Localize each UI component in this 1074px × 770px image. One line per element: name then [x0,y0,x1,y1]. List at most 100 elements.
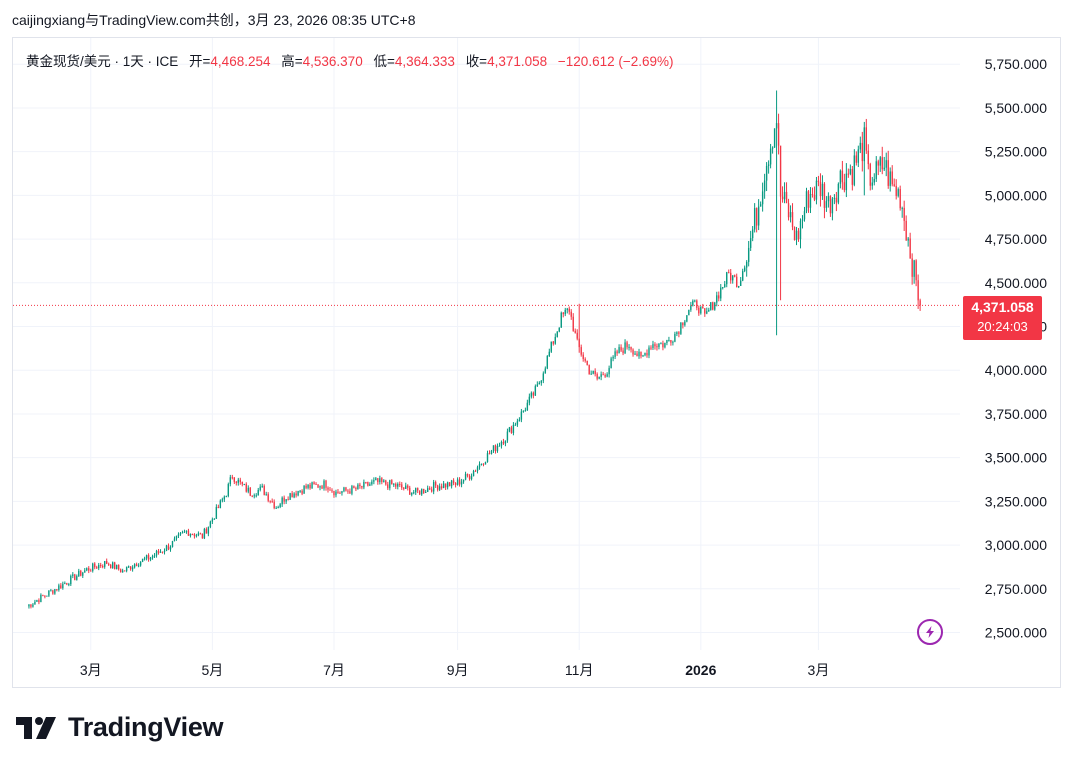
candle-body [100,564,102,567]
candle-body [532,392,535,396]
candle-body [273,501,275,509]
candle-body [596,374,598,379]
symbol-label: 黄金现货/美元 · 1天 · ICE [26,54,179,69]
candle-body [28,604,30,607]
y-tick-label: 3,500.000 [985,450,1047,466]
tradingview-logo-text: TradingView [68,712,224,742]
grid-lines [13,38,960,650]
candle-body [534,386,537,396]
close-label: 收= [465,54,488,69]
candle-body [817,180,820,182]
candle-body [558,327,560,332]
candle-body [773,128,776,148]
candle-body [245,483,247,492]
candle-body [460,481,463,485]
candle-body [417,488,419,491]
candle-body [917,280,919,301]
candle-body [217,506,220,509]
tradingview-logo[interactable]: TradingView [16,712,224,743]
candle-body [911,258,913,277]
candle-body [791,212,794,228]
candle-body [484,461,487,465]
candle-body [359,484,361,487]
candle-body [104,561,106,567]
candle-body [289,493,291,500]
candle-body [299,490,301,492]
candle-body [438,486,441,490]
y-tick-label: 3,750.000 [985,406,1047,422]
candle-body [652,344,654,348]
candle-body [309,484,311,489]
candle-body [522,410,525,412]
candle-body [885,160,887,168]
candle-body [119,569,122,573]
candle-body [530,392,533,397]
candle-body [50,590,52,592]
candle-body [106,561,108,564]
candle-body [235,481,237,483]
candle-body [827,196,830,202]
candle-body [492,445,495,451]
candle-body [275,507,277,509]
candle-body [257,489,259,496]
candle-body [115,564,118,570]
candle-body [241,482,243,485]
candle-body [454,483,457,485]
candle-body [602,374,604,376]
candle-body [831,198,834,214]
candle-body [195,535,198,537]
candle-body [797,230,800,240]
candle-body [293,493,295,498]
open-label: 开= [189,54,211,69]
candle-body [401,484,403,488]
candle-body [379,478,381,483]
candle-body [915,260,917,281]
candle-body [313,482,315,484]
candle-body [227,484,230,497]
candle-body [514,424,517,426]
candle-body [117,564,120,570]
candle-body [428,488,431,490]
y-tick-label: 5,250.000 [985,144,1047,160]
candle-body [76,576,78,580]
candle-body [60,585,62,589]
candle-body [610,358,612,369]
candle-body [424,491,427,493]
candle-body [255,495,257,497]
candle-body [686,315,688,322]
candle-body [586,360,588,366]
candle-body [690,305,692,310]
candle-body [674,333,676,342]
candle-body [109,564,112,569]
candle-body [265,494,267,496]
candle-body [562,312,564,315]
candle-body [444,483,447,488]
candle-body [805,191,808,212]
candle-body [724,284,726,288]
candle-body [536,384,539,387]
candle-body [229,477,232,485]
candle-body [660,343,662,345]
candle-body [86,568,88,571]
candle-body [574,330,576,333]
candle-body [638,351,640,357]
candle-body [68,584,70,586]
candle-body [321,486,323,489]
candle-body [873,178,875,183]
candle-body [590,373,592,375]
candle-body [30,604,32,607]
candle-body [869,164,871,186]
candle-body [478,464,481,468]
candle-body [682,322,684,326]
lightning-button[interactable] [917,619,943,645]
candle-body [84,570,86,573]
candle-body [526,402,529,411]
candle-body [331,490,333,492]
candle-body [102,566,104,568]
candle-body [781,196,784,200]
candle-body [524,410,527,412]
candle-body [113,562,116,570]
candle-body [283,497,285,502]
candle-body [500,441,503,446]
